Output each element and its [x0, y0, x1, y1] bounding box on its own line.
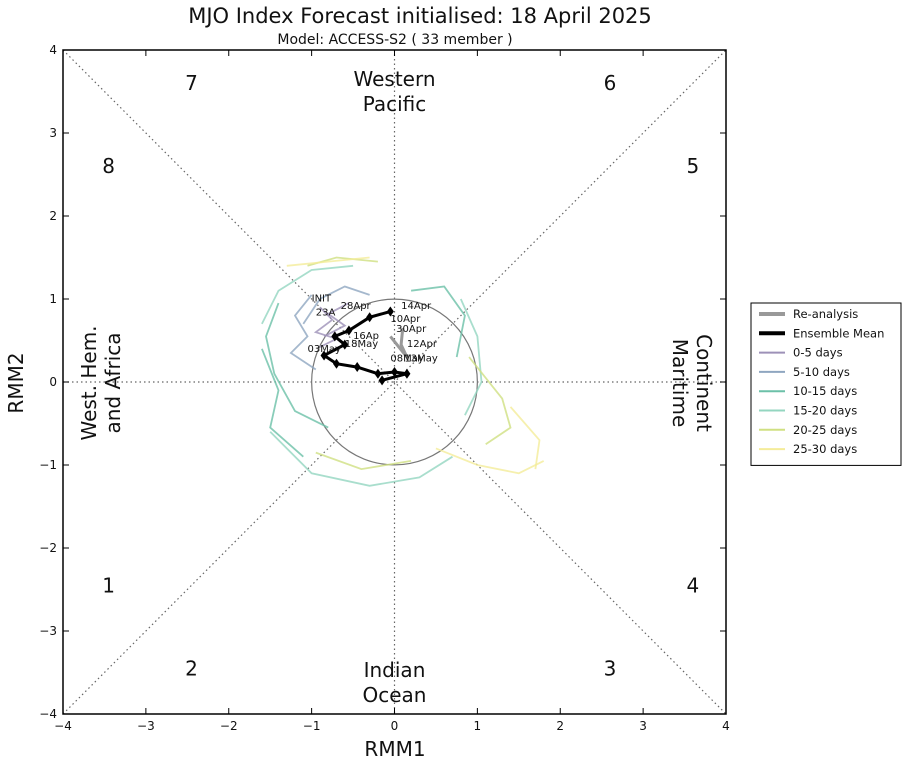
region-label-left: West. Hem. — [77, 325, 101, 440]
phase-label: 8 — [102, 154, 115, 178]
ensemble-mean-point — [403, 368, 411, 379]
ensemble-mean-point — [332, 358, 340, 369]
ensemble-mean-point — [374, 368, 382, 379]
legend-box — [750, 302, 902, 466]
phase-label: 5 — [686, 154, 699, 178]
ensemble-member-line — [286, 256, 370, 267]
reanalysis-line — [389, 327, 409, 359]
ensemble-member-line — [313, 306, 339, 348]
legend-entry-label: 0-5 days — [793, 346, 843, 360]
region-label-bottom: Indian — [364, 658, 426, 682]
ensemble-member-line — [261, 264, 354, 325]
y-axis-label: RMM2 — [4, 352, 28, 413]
x-tick-label: −1 — [303, 719, 321, 733]
ensemble-member-line — [435, 447, 545, 475]
diagonal-line — [62, 49, 727, 715]
ensemble-member-line — [410, 285, 466, 358]
legend: Re-analysis Ensemble Mean 0-5 days 5-10 day… — [750, 302, 902, 466]
phase-label: 6 — [604, 71, 617, 95]
region-label-right: Continent — [692, 334, 716, 432]
y-tick-label: 0 — [49, 375, 57, 389]
chart-title: MJO Index Forecast initialised: 18 April… — [188, 4, 652, 28]
x-tick-label: 2 — [556, 719, 564, 733]
y-tick-label: −4 — [39, 707, 57, 721]
legend-entry-label: 5-10 days — [793, 365, 850, 379]
region-label-bottom: Ocean — [363, 683, 427, 707]
x-tick-label: 3 — [639, 719, 647, 733]
legend-entry-label: 25-30 days — [793, 442, 857, 456]
date-label: 28Apr — [341, 301, 372, 312]
x-tick-label: 1 — [474, 719, 482, 733]
y-tick-label: 4 — [49, 43, 57, 57]
ensemble-member-line — [269, 431, 453, 487]
ensemble-mean-point — [331, 331, 339, 342]
ensemble-member-line — [307, 256, 378, 267]
y-tick-label: 3 — [49, 126, 57, 140]
ensemble-mean-point — [341, 339, 349, 350]
phase-label: 7 — [185, 71, 198, 95]
phase-label: 4 — [686, 573, 699, 597]
phase-label: 1 — [102, 573, 115, 597]
y-tick-label: −1 — [39, 458, 57, 472]
ensemble-member-line — [315, 451, 412, 471]
region-label-left: and Africa — [101, 332, 125, 433]
x-tick-label: −2 — [220, 719, 238, 733]
y-tick-label: 1 — [49, 292, 57, 306]
date-label: 23A — [316, 308, 336, 319]
date-label: 08May — [390, 353, 423, 364]
ensemble-mean-point — [320, 350, 328, 361]
ensemble-member-line — [468, 356, 512, 446]
ensemble-member-line — [265, 302, 329, 429]
ensemble-mean-point — [345, 325, 353, 336]
date-label: 13May — [404, 353, 437, 364]
y-tick-label: 2 — [49, 209, 57, 223]
x-tick-label: 4 — [722, 719, 730, 733]
ensemble-member-line — [509, 406, 541, 470]
ensemble-member-line — [261, 348, 304, 458]
x-tick-label: −4 — [54, 719, 72, 733]
legend-entry-label: 15-20 days — [793, 404, 857, 418]
ensemble-member-line — [302, 285, 370, 325]
x-tick-label: 0 — [391, 719, 399, 733]
legend-entry-label: Ensemble Mean — [793, 326, 884, 340]
x-axis-label: RMM1 — [364, 737, 425, 761]
ensemble-mean-point — [366, 312, 374, 323]
date-label: 18May — [345, 339, 378, 350]
ensemble-member-line — [323, 302, 350, 338]
region-label-right: Maritime — [668, 339, 692, 427]
date-label: 16Ap — [353, 331, 379, 342]
region-label-top: Pacific — [363, 92, 427, 116]
region-label-top: Western — [353, 67, 435, 91]
date-label: INIT — [312, 293, 332, 304]
unit-circle — [311, 298, 478, 466]
chart-subtitle: Model: ACCESS-S2 ( 33 member ) — [277, 32, 512, 48]
x-tick-label: −3 — [137, 719, 155, 733]
ensemble-member-line — [459, 298, 483, 416]
ensemble-member-line — [289, 294, 317, 371]
legend-entry-label: Re-analysis — [793, 307, 858, 321]
phase-label: 2 — [185, 656, 198, 680]
y-tick-label: −2 — [39, 541, 57, 555]
date-label: 14Apr — [401, 301, 432, 312]
ensemble-mean-point — [391, 367, 398, 378]
date-label: 03May — [307, 344, 340, 355]
date-label: 10Apr — [390, 314, 421, 325]
date-label: 12Apr — [407, 339, 438, 350]
ensemble-mean-point — [386, 306, 394, 317]
date-label: 30Apr — [396, 324, 427, 335]
y-tick-label: −3 — [39, 624, 57, 638]
ensemble-mean-point — [378, 375, 386, 386]
legend-entry-label: 20-25 days — [793, 423, 857, 437]
phase-label: 3 — [604, 656, 617, 680]
ensemble-mean-point — [353, 362, 361, 373]
legend-entry-label: 10-15 days — [793, 384, 857, 398]
